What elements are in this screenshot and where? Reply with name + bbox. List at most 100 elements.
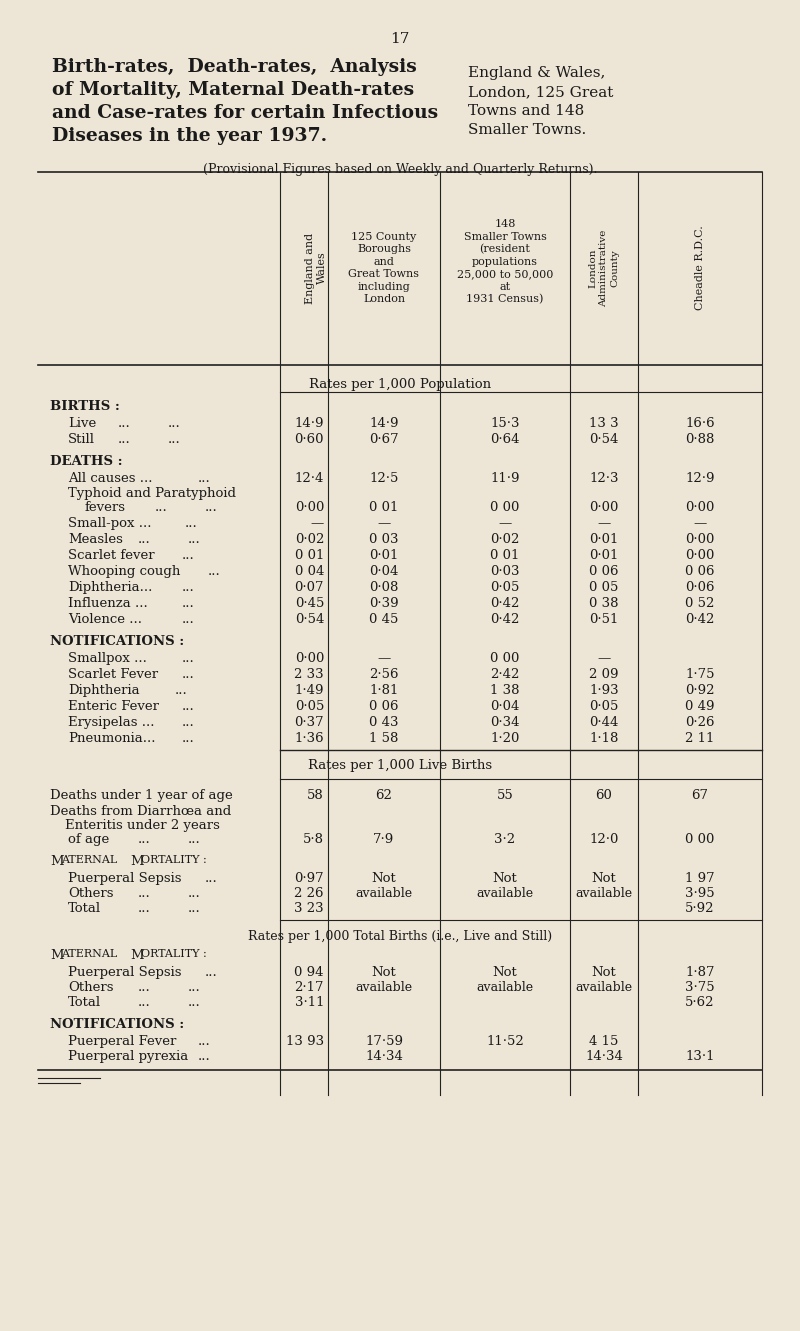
Text: Not: Not: [493, 966, 518, 980]
Text: 0 01: 0 01: [490, 548, 520, 562]
Text: Live: Live: [68, 417, 96, 430]
Text: and Case‑rates for certain Infectious: and Case‑rates for certain Infectious: [52, 104, 438, 122]
Text: 2·56: 2·56: [370, 668, 398, 681]
Text: 3 23: 3 23: [294, 902, 324, 914]
Text: 0·97: 0·97: [294, 872, 324, 885]
Text: ...: ...: [182, 668, 194, 681]
Text: available: available: [355, 886, 413, 900]
Text: 0·42: 0·42: [490, 598, 520, 610]
Text: Birth-rates,  Death-rates,  Analysis: Birth-rates, Death-rates, Analysis: [52, 59, 417, 76]
Text: 1 97: 1 97: [685, 872, 715, 885]
Text: fevers: fevers: [85, 500, 126, 514]
Text: Whooping cough: Whooping cough: [68, 564, 180, 578]
Text: ...: ...: [182, 614, 194, 626]
Text: 0·02: 0·02: [490, 532, 520, 546]
Text: ...: ...: [188, 902, 201, 914]
Text: 14·34: 14·34: [585, 1050, 623, 1063]
Text: 0·00: 0·00: [686, 500, 714, 514]
Text: Diseases in the year 1937.: Diseases in the year 1937.: [52, 126, 327, 145]
Text: —: —: [694, 516, 706, 530]
Text: Smaller Towns.: Smaller Towns.: [468, 122, 586, 137]
Text: Towns and 148: Towns and 148: [468, 104, 584, 118]
Text: 14·34: 14·34: [365, 1050, 403, 1063]
Text: Diphtheria...: Diphtheria...: [68, 582, 152, 594]
Text: available: available: [575, 981, 633, 994]
Text: 55: 55: [497, 789, 514, 803]
Text: Puerperal Fever: Puerperal Fever: [68, 1036, 176, 1047]
Text: —: —: [598, 652, 610, 666]
Text: 14·9: 14·9: [294, 417, 324, 430]
Text: 0 49: 0 49: [686, 700, 714, 713]
Text: 1·75: 1·75: [686, 668, 714, 681]
Text: ...: ...: [182, 548, 194, 562]
Text: Total: Total: [68, 996, 101, 1009]
Text: Rates per 1,000 Population: Rates per 1,000 Population: [309, 378, 491, 391]
Text: 2 09: 2 09: [590, 668, 618, 681]
Text: 0·07: 0·07: [294, 582, 324, 594]
Text: ...: ...: [198, 473, 210, 484]
Text: 0·01: 0·01: [370, 548, 398, 562]
Text: 17·59: 17·59: [365, 1036, 403, 1047]
Text: 12·0: 12·0: [590, 833, 618, 847]
Text: ...: ...: [188, 532, 201, 546]
Text: M: M: [50, 949, 64, 962]
Text: DEATHS :: DEATHS :: [50, 455, 122, 469]
Text: 12·4: 12·4: [294, 473, 324, 484]
Text: 0·37: 0·37: [294, 716, 324, 729]
Text: 1·49: 1·49: [294, 684, 324, 697]
Text: 2 11: 2 11: [686, 732, 714, 745]
Text: 3·11: 3·11: [294, 996, 324, 1009]
Text: 0 00: 0 00: [490, 652, 520, 666]
Text: 1·87: 1·87: [686, 966, 714, 980]
Text: ...: ...: [138, 886, 150, 900]
Text: Enteritis under 2 years: Enteritis under 2 years: [65, 819, 220, 832]
Text: 12·5: 12·5: [370, 473, 398, 484]
Text: ...: ...: [138, 996, 150, 1009]
Text: Puerperal Sepsis: Puerperal Sepsis: [68, 872, 182, 885]
Text: 0·00: 0·00: [686, 532, 714, 546]
Text: 0·67: 0·67: [369, 433, 399, 446]
Text: NOTIFICATIONS :: NOTIFICATIONS :: [50, 1018, 184, 1032]
Text: of Mortality, Maternal Death‑rates: of Mortality, Maternal Death‑rates: [52, 81, 414, 98]
Text: Cheadle R.D.C.: Cheadle R.D.C.: [695, 226, 705, 310]
Text: 1 38: 1 38: [490, 684, 520, 697]
Text: ...: ...: [138, 902, 150, 914]
Text: 3·2: 3·2: [494, 833, 515, 847]
Text: 0 06: 0 06: [686, 564, 714, 578]
Text: 0·01: 0·01: [590, 548, 618, 562]
Text: 0 03: 0 03: [370, 532, 398, 546]
Text: available: available: [355, 981, 413, 994]
Text: 0 38: 0 38: [590, 598, 618, 610]
Text: Violence ...: Violence ...: [68, 614, 142, 626]
Text: ...: ...: [118, 417, 130, 430]
Text: 0·05: 0·05: [294, 700, 324, 713]
Text: 1·20: 1·20: [490, 732, 520, 745]
Text: 0 04: 0 04: [294, 564, 324, 578]
Text: Deaths from Diarrhœa and: Deaths from Diarrhœa and: [50, 805, 231, 819]
Text: ...: ...: [188, 886, 201, 900]
Text: 5·62: 5·62: [686, 996, 714, 1009]
Text: Influenza ...: Influenza ...: [68, 598, 148, 610]
Text: ...: ...: [182, 732, 194, 745]
Text: 17: 17: [390, 32, 410, 47]
Text: 13 3: 13 3: [589, 417, 619, 430]
Text: 58: 58: [307, 789, 324, 803]
Text: ORTALITY :: ORTALITY :: [141, 949, 206, 960]
Text: 0·06: 0·06: [686, 582, 714, 594]
Text: Typhoid and Paratyphoid: Typhoid and Paratyphoid: [68, 487, 236, 500]
Text: —: —: [598, 516, 610, 530]
Text: Enteric Fever: Enteric Fever: [68, 700, 159, 713]
Text: 1·36: 1·36: [294, 732, 324, 745]
Text: ...: ...: [205, 500, 218, 514]
Text: ...: ...: [185, 516, 198, 530]
Text: 0·54: 0·54: [294, 614, 324, 626]
Text: 3·75: 3·75: [685, 981, 715, 994]
Text: 2·42: 2·42: [490, 668, 520, 681]
Text: 0·00: 0·00: [294, 652, 324, 666]
Text: ...: ...: [138, 532, 150, 546]
Text: 0 05: 0 05: [590, 582, 618, 594]
Text: 4 15: 4 15: [590, 1036, 618, 1047]
Text: 13 93: 13 93: [286, 1036, 324, 1047]
Text: 1 58: 1 58: [370, 732, 398, 745]
Text: ...: ...: [208, 564, 221, 578]
